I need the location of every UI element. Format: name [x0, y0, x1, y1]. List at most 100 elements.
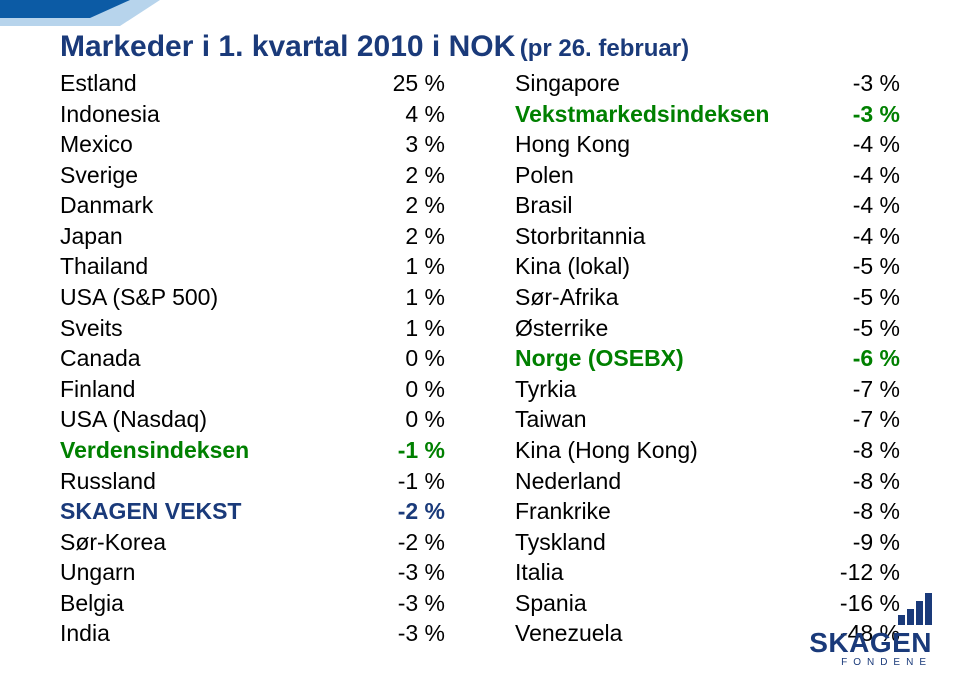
row-value: 25 % [393, 68, 445, 99]
table-row: Tyskland-9 % [515, 527, 900, 558]
row-value: -3 % [398, 557, 445, 588]
table-row: USA (S&P 500) 1 % [60, 282, 445, 313]
row-value: 1 % [405, 282, 445, 313]
page-title: Markeder i 1. kvartal 2010 i NOK (pr 26.… [60, 30, 900, 64]
table-row: Østerrike -5 % [515, 313, 900, 344]
title-main: Markeder i 1. kvartal 2010 i NOK [60, 30, 515, 63]
table-row: Belgia -3 % [60, 588, 445, 619]
row-label: Tyrkia [515, 374, 576, 405]
row-value: -5 % [853, 282, 900, 313]
row-label: Sør-Afrika [515, 282, 619, 313]
row-label: Vekstmarkedsindeksen [515, 99, 769, 130]
row-label: Mexico [60, 129, 133, 160]
table-row: Ungarn -3 % [60, 557, 445, 588]
row-value: 3 % [405, 129, 445, 160]
table-row: India-3 % [60, 618, 445, 649]
row-label: Finland [60, 374, 135, 405]
table-row: Sverige 2 % [60, 160, 445, 191]
row-label: India [60, 618, 110, 649]
row-value: -4 % [853, 190, 900, 221]
row-label: USA (S&P 500) [60, 282, 218, 313]
row-value: -8 % [853, 496, 900, 527]
row-label: Danmark [60, 190, 153, 221]
row-label: Japan [60, 221, 123, 252]
row-label: Østerrike [515, 313, 608, 344]
table-row: Vekstmarkedsindeksen -3 % [515, 99, 900, 130]
table-row: Sør-Afrika -5 % [515, 282, 900, 313]
table-row: Kina (Hong Kong) -8 % [515, 435, 900, 466]
row-label: Singapore [515, 68, 620, 99]
table-row: Verdensindeksen-1 % [60, 435, 445, 466]
row-label: Verdensindeksen [60, 435, 249, 466]
row-value: 2 % [405, 221, 445, 252]
row-label: Estland [60, 68, 137, 99]
table-row: Frankrike -8 % [515, 496, 900, 527]
table-row: Norge (OSEBX) -6 % [515, 343, 900, 374]
row-value: -2 % [398, 496, 445, 527]
table-row: Russland -1 % [60, 466, 445, 497]
row-value: -8 % [853, 466, 900, 497]
row-label: SKAGEN VEKST [60, 496, 241, 527]
row-label: Taiwan [515, 404, 587, 435]
row-value: -7 % [853, 374, 900, 405]
row-value: -3 % [853, 99, 900, 130]
row-label: Norge (OSEBX) [515, 343, 684, 374]
table-row: Italia -12 % [515, 557, 900, 588]
table-row: USA (Nasdaq)0 % [60, 404, 445, 435]
row-label: Ungarn [60, 557, 135, 588]
row-label: Sveits [60, 313, 123, 344]
table-row: Canada 0 % [60, 343, 445, 374]
table-row: Indonesia4 % [60, 99, 445, 130]
row-label: Thailand [60, 251, 148, 282]
row-value: -9 % [853, 527, 900, 558]
table-row: Singapore-3 % [515, 68, 900, 99]
row-value: -3 % [398, 588, 445, 619]
title-sub: (pr 26. februar) [520, 35, 689, 62]
table-row: Hong Kong-4 % [515, 129, 900, 160]
row-label: Spania [515, 588, 587, 619]
table-row: Japan 2 % [60, 221, 445, 252]
row-value: -4 % [853, 160, 900, 191]
row-label: Italia [515, 557, 564, 588]
row-label: Kina (lokal) [515, 251, 630, 282]
row-label: Kina (Hong Kong) [515, 435, 698, 466]
row-label: Russland [60, 466, 156, 497]
row-value: -5 % [853, 313, 900, 344]
row-label: Sverige [60, 160, 138, 191]
row-value: -16 % [840, 588, 900, 619]
row-value: 1 % [405, 313, 445, 344]
row-value: -1 % [398, 466, 445, 497]
table-row: Nederland -8 % [515, 466, 900, 497]
table-row: Tyrkia -7 % [515, 374, 900, 405]
table-row: Finland0 % [60, 374, 445, 405]
row-value: 2 % [405, 190, 445, 221]
left-column: Estland 25 %Indonesia4 %Mexico 3 % Sverige 2… [60, 68, 445, 649]
row-value: -8 % [853, 435, 900, 466]
row-label: Polen [515, 160, 574, 191]
row-label: Belgia [60, 588, 124, 619]
row-label: Sør-Korea [60, 527, 166, 558]
row-label: Venezuela [515, 618, 622, 649]
row-value: -12 % [840, 557, 900, 588]
row-value: -2 % [398, 527, 445, 558]
row-label: Storbritannia [515, 221, 645, 252]
table-row: Mexico 3 % [60, 129, 445, 160]
table-row: Spania -16 % [515, 588, 900, 619]
data-columns: Estland 25 %Indonesia4 %Mexico 3 % Sverige 2… [60, 68, 900, 649]
table-row: Sør-Korea -2 % [60, 527, 445, 558]
table-row: Storbritannia-4 % [515, 221, 900, 252]
row-value: 2 % [405, 160, 445, 191]
row-label: USA (Nasdaq) [60, 404, 207, 435]
row-value: 0 % [405, 343, 445, 374]
table-row: Estland 25 % [60, 68, 445, 99]
row-label: Frankrike [515, 496, 611, 527]
row-label: Brasil [515, 190, 573, 221]
table-row: Polen -4 % [515, 160, 900, 191]
logo-bars-icon [898, 593, 932, 625]
row-value: -6 % [853, 343, 900, 374]
row-label: Nederland [515, 466, 621, 497]
table-row: Thailand1 % [60, 251, 445, 282]
right-column: Singapore-3 %Vekstmarkedsindeksen -3 %Hon… [515, 68, 900, 649]
table-row: Danmark 2 % [60, 190, 445, 221]
row-label: Canada [60, 343, 141, 374]
